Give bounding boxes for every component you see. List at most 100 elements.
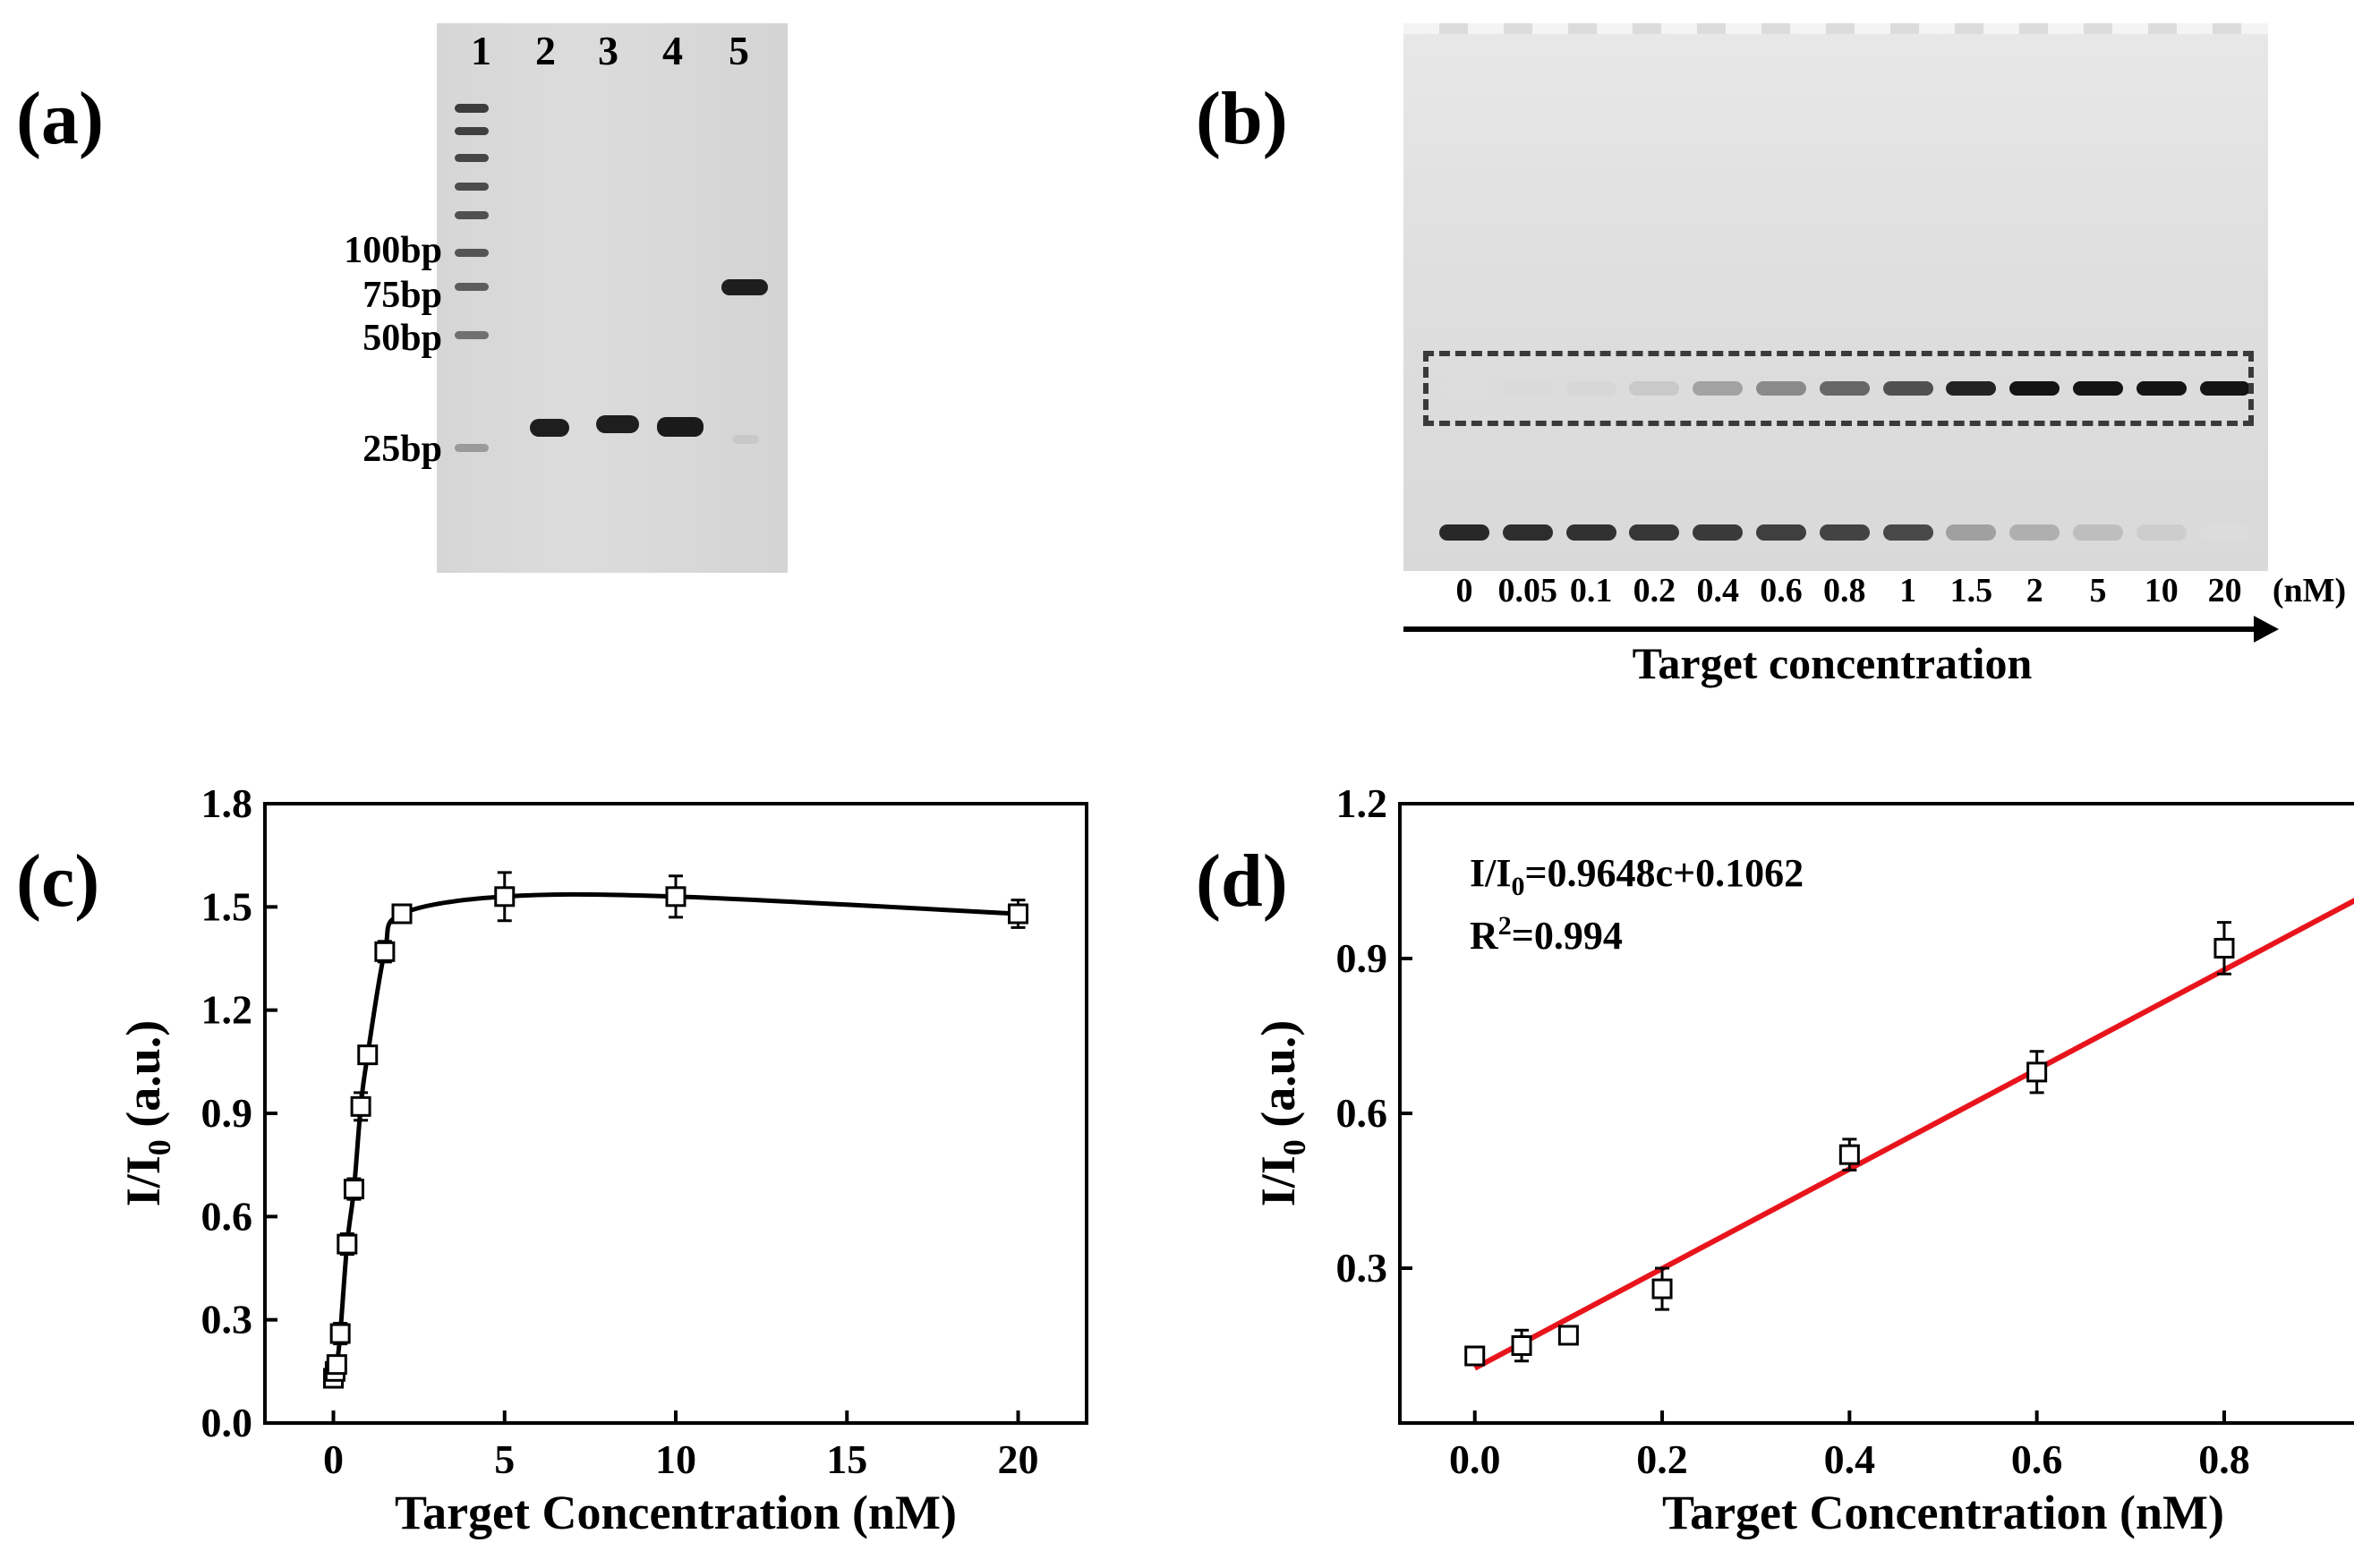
product-band [1946, 381, 1997, 396]
ladder-band [455, 183, 489, 191]
concentration-label: 1.5 [1949, 572, 1993, 609]
x-tick-label: 0.6 [2011, 1436, 2063, 1482]
marker-75bp-label: 75bp [362, 275, 442, 316]
probe-band [2136, 524, 2187, 541]
ladder-band [455, 127, 489, 135]
probe-band [2199, 524, 2250, 541]
concentration-label: 0.2 [1633, 572, 1676, 609]
data-point [357, 1044, 379, 1066]
probe-band [1756, 524, 1806, 541]
arrow-head-icon [2254, 616, 2279, 643]
concentration-label: 10 [2144, 572, 2179, 609]
x-tick-label: 20 [998, 1436, 1039, 1482]
data-point [1838, 1144, 1860, 1165]
probe-band [1565, 524, 1616, 541]
data-point [1651, 1278, 1673, 1300]
x-axis-label: Target Concentration (nM) [1662, 1486, 2224, 1539]
panel-c-label: (c) [16, 839, 100, 923]
concentration-label: 0.1 [1569, 572, 1613, 609]
probe-band [1439, 524, 1489, 541]
y-tick-label: 1.2 [1336, 780, 1388, 826]
product-band [2073, 381, 2123, 396]
data-point [1464, 1345, 1486, 1367]
concentration-label: 2 [2026, 572, 2043, 609]
lane-5-label: 5 [729, 28, 749, 73]
panel-a-label: (a) [16, 77, 104, 160]
y-tick-label: 0.9 [1336, 935, 1388, 981]
lane-2-label: 2 [535, 28, 556, 73]
product-band [1565, 381, 1616, 396]
data-point [1511, 1335, 1532, 1356]
probe-band [2073, 524, 2123, 541]
x-tick-label: 5 [494, 1436, 515, 1482]
gel-image-a [437, 23, 788, 573]
data-point [1008, 903, 1028, 925]
concentration-label: 0.05 [1497, 572, 1558, 609]
data-point [326, 1354, 347, 1376]
y-tick-label: 1.8 [201, 780, 253, 826]
probe-band [2009, 524, 2060, 541]
data-point [350, 1095, 371, 1117]
x-tick-label: 15 [826, 1436, 867, 1482]
probe-band [1946, 524, 1997, 541]
data-point [374, 941, 396, 962]
product-band [1629, 381, 1680, 396]
highlight-box [1423, 351, 2254, 426]
data-point [391, 903, 413, 925]
probe-band [1693, 524, 1744, 541]
y-tick-label: 0.3 [1336, 1245, 1388, 1291]
x-tick-label: 0.2 [1636, 1436, 1688, 1482]
probe-band [1882, 524, 1933, 541]
chart-c: 0.0 0.3 0.6 0.9 1.2 1.5 1.8 0 5 10 15 20 Target Conc… [116, 780, 1088, 1539]
y-axis-label: I/I0 (a.u.) [1251, 1020, 1312, 1207]
r-squared: R2=0.994 [1470, 911, 1623, 958]
x-tick-label: 0.0 [1449, 1436, 1501, 1482]
gel-image-b [1403, 23, 2268, 571]
product-band [1882, 381, 1933, 396]
lane-3-label: 3 [598, 28, 618, 73]
data-point [494, 886, 516, 908]
series-line [331, 891, 1019, 1379]
ladder-band [455, 444, 489, 452]
concentration-label: 0.4 [1696, 572, 1739, 609]
concentration-label: 5 [2089, 572, 2107, 609]
sample-band [596, 415, 639, 433]
y-tick-label: 0.6 [201, 1193, 253, 1239]
product-band [2009, 381, 2060, 396]
sample-band [732, 435, 759, 444]
concentration-label: 1 [1899, 572, 1917, 609]
y-tick-label: 0.0 [201, 1400, 253, 1445]
concentration-label: 0.8 [1823, 572, 1866, 609]
marker-25bp-label: 25bp [362, 429, 442, 470]
ladder-band [455, 249, 489, 257]
probe-band [1502, 524, 1553, 541]
panel-d-label: (d) [1196, 839, 1288, 923]
y-tick-label: 1.2 [201, 987, 253, 1033]
concentration-label: 0 [1455, 572, 1473, 609]
x-tick-label: 0.8 [2198, 1436, 2250, 1482]
x-axis-label: Target Concentration (nM) [395, 1486, 957, 1539]
ladder-band [455, 211, 489, 219]
sample-band [721, 279, 768, 295]
sample-band [530, 419, 569, 437]
data-point [1557, 1325, 1579, 1346]
ladder-band [455, 331, 489, 339]
fit-line [1473, 898, 2354, 1371]
sample-band [657, 417, 704, 437]
data-point [2213, 937, 2235, 959]
data-point [329, 1323, 351, 1344]
target-concentration-label: Target concentration [1632, 638, 2033, 688]
product-band [2136, 381, 2187, 396]
lane-1-label: 1 [471, 28, 491, 73]
arrow-line [1403, 626, 2261, 632]
product-band [2199, 381, 2250, 396]
y-axis-label: I/I0 (a.u.) [116, 1020, 177, 1207]
marker-100bp-label: 100bp [344, 230, 442, 271]
data-point [343, 1179, 364, 1200]
concentration-label: 0.6 [1760, 572, 1803, 609]
data-point [337, 1233, 358, 1255]
y-tick-label: 1.5 [201, 883, 253, 929]
data-point [665, 886, 687, 908]
lane-4-label: 4 [662, 28, 683, 73]
